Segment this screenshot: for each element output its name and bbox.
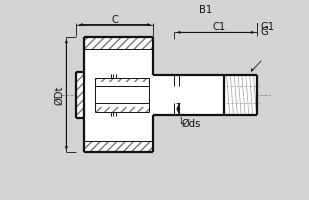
Bar <box>95 78 149 83</box>
Bar <box>84 141 153 153</box>
Text: G: G <box>260 27 268 37</box>
Bar <box>224 75 257 115</box>
Text: C1: C1 <box>212 22 226 32</box>
Bar <box>95 78 149 112</box>
Text: B1: B1 <box>199 5 212 15</box>
Bar <box>84 38 153 49</box>
Text: G1: G1 <box>260 22 274 32</box>
Text: C: C <box>112 14 118 24</box>
Bar <box>84 38 153 153</box>
Bar <box>76 72 84 118</box>
Text: L: L <box>179 117 184 126</box>
Text: ØDt: ØDt <box>55 86 65 105</box>
Bar <box>95 108 149 112</box>
Bar <box>75 72 153 118</box>
Bar <box>153 75 224 115</box>
Text: Øds: Øds <box>182 118 201 128</box>
